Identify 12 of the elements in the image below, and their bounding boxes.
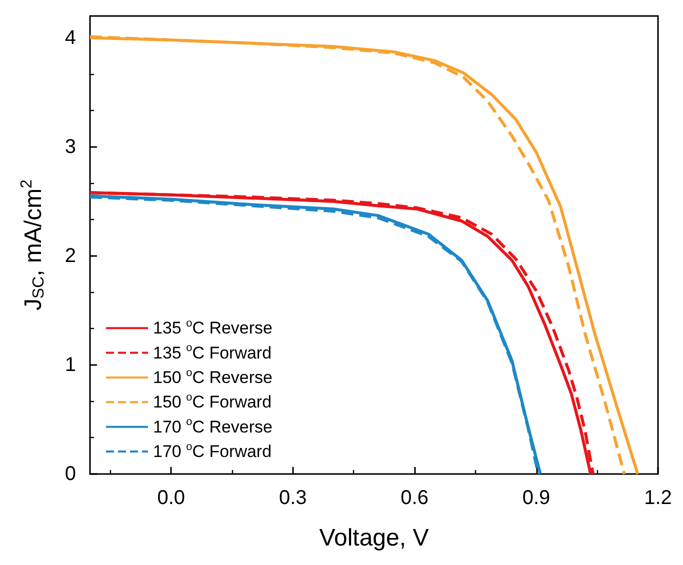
x-tick-label: 0.0 <box>157 487 186 509</box>
y-tick-label: 4 <box>64 26 76 49</box>
x-tick-label: 1.2 <box>644 487 672 509</box>
y-tick-label: 0 <box>64 463 76 485</box>
y-tick-label: 1 <box>64 354 76 376</box>
x-tick-label: 0.9 <box>522 487 550 509</box>
y-axis-title: JSC, mA/cm2 <box>18 179 48 311</box>
x-axis-title: Voltage, V <box>319 524 429 552</box>
x-tick-label: 0.3 <box>278 487 307 509</box>
y-tick-label: 2 <box>64 244 76 267</box>
x-tick-label: 0.6 <box>400 487 428 509</box>
y-tick-label: 3 <box>64 136 76 158</box>
